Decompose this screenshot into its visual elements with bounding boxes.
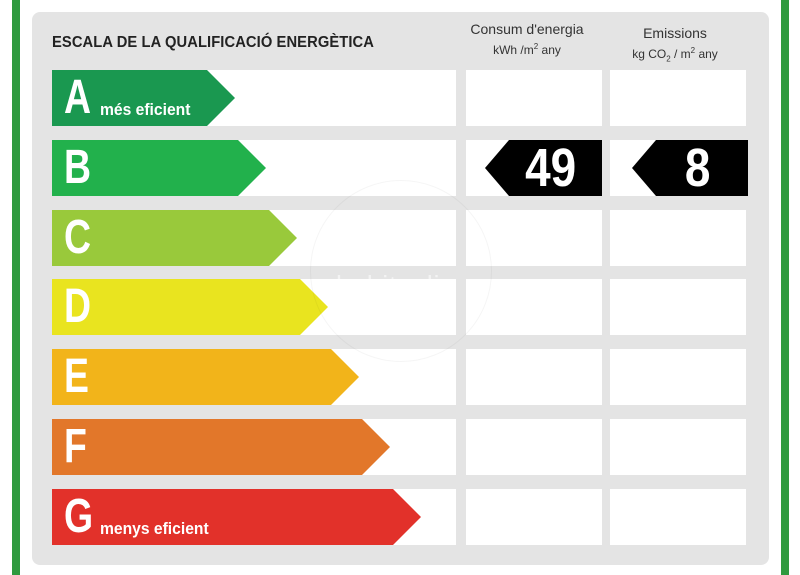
emissions-cell	[610, 349, 746, 405]
rating-description: menys eficient	[100, 519, 209, 538]
emissions-column-label: Emissions	[643, 25, 707, 41]
emissions-cell	[610, 279, 746, 335]
rating-arrow-f: F	[52, 419, 390, 475]
rating-arrow-c: C	[52, 210, 297, 266]
rating-letter: E	[64, 350, 89, 403]
chart-title: ESCALA DE LA QUALIFICACIÓ ENERGÈTICA	[52, 34, 374, 51]
energy-cell	[466, 419, 602, 475]
emissions-cell	[610, 210, 746, 266]
emissions-column-unit: kg CO2 / m2 any	[632, 46, 718, 64]
rating-arrow-e: E	[52, 349, 359, 405]
emissions-column-header: Emissions kg CO2 / m2 any	[610, 24, 740, 68]
energy-cell	[466, 349, 602, 405]
energy-column-header: Consum d'energia kWh /m2 any	[466, 20, 588, 59]
energy-column-label: Consum d'energia	[470, 21, 584, 37]
rating-letter: A	[64, 71, 92, 124]
energy-value-badge: 49	[485, 140, 602, 196]
emissions-cell	[610, 70, 746, 126]
rating-letter: G	[64, 490, 94, 543]
rating-letter: D	[64, 280, 92, 333]
emissions-value: 8	[684, 138, 711, 198]
emissions-value-badge: 8	[632, 140, 748, 196]
right-green-border	[781, 0, 789, 575]
rating-letter: C	[64, 211, 92, 264]
rating-letter: B	[64, 141, 92, 194]
rating-arrow-b: B	[52, 140, 266, 196]
watermark-circle	[310, 180, 492, 362]
energy-value: 49	[525, 138, 577, 198]
energy-cell	[466, 489, 602, 545]
rating-arrow-d: D	[52, 279, 328, 335]
watermark-text: habitaclia	[336, 270, 456, 300]
rating-description: més eficient	[100, 100, 191, 119]
energy-column-unit: kWh /m2 any	[493, 42, 561, 57]
emissions-cell	[610, 419, 746, 475]
emissions-cell	[610, 489, 746, 545]
rating-letter: F	[64, 420, 87, 473]
left-green-border	[12, 0, 20, 575]
energy-cell	[466, 70, 602, 126]
